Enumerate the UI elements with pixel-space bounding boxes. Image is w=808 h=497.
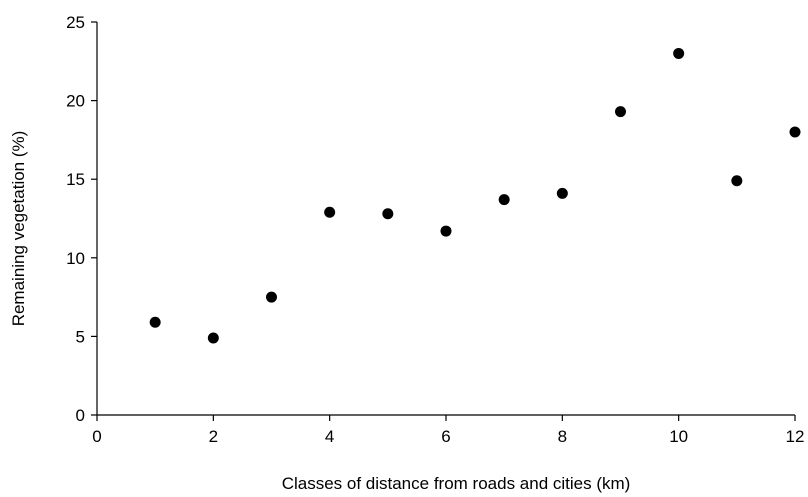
data-point (615, 106, 626, 118)
data-point (731, 175, 743, 187)
x-tick-label: 0 (92, 427, 101, 446)
data-point (382, 208, 394, 220)
x-tick-label: 4 (325, 427, 334, 446)
data-point (207, 332, 219, 344)
x-tick-label: 2 (209, 427, 218, 446)
data-point (149, 316, 161, 328)
x-tick-label: 10 (669, 427, 688, 446)
y-tick-label: 25 (66, 13, 85, 32)
y-tick-label: 5 (76, 327, 85, 346)
data-point (789, 126, 801, 138)
x-tick-label: 6 (441, 427, 450, 446)
x-ticks: 0 2 4 6 8 10 12 (92, 415, 804, 446)
x-axis: 0 2 4 6 8 10 12 (92, 414, 804, 446)
x-axis-title: Classes of distance from roads and citie… (282, 474, 631, 493)
data-point (266, 291, 277, 303)
data-point (324, 206, 336, 218)
data-point (673, 47, 685, 59)
y-ticks: 0 5 10 15 20 25 (66, 13, 97, 425)
y-axis-title: Remaining vegetation (%) (9, 131, 28, 327)
data-points (149, 47, 801, 344)
y-tick-label: 15 (66, 170, 85, 189)
data-point (556, 187, 568, 199)
y-tick-label: 20 (66, 92, 85, 111)
data-point (440, 225, 452, 237)
x-tick-label: 8 (558, 427, 567, 446)
x-tick-label: 12 (786, 427, 805, 446)
y-axis: 0 5 10 15 20 25 (66, 13, 98, 425)
data-point (498, 194, 510, 206)
y-tick-label: 10 (66, 249, 85, 268)
y-tick-label: 0 (76, 406, 85, 425)
